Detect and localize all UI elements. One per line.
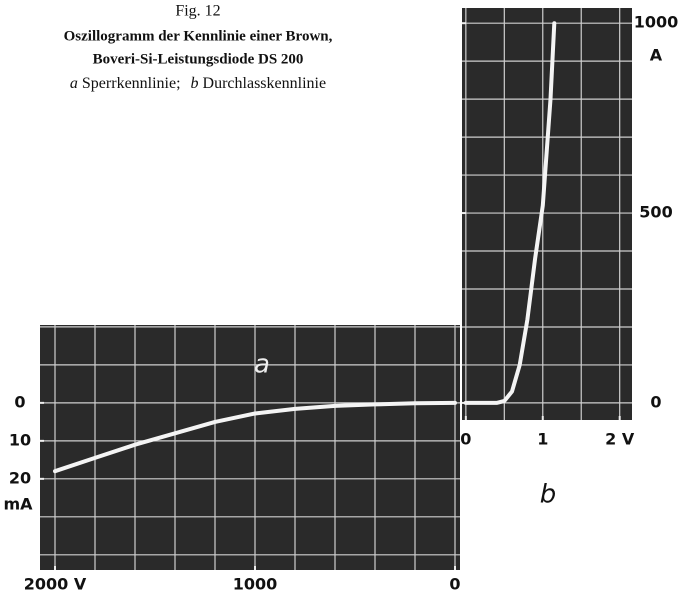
x-tick-label: 0 <box>460 430 471 449</box>
figure-legend: a Sperrkennlinie; b Durchlasskennlinie <box>70 75 326 92</box>
y-tick-label: 0 <box>14 392 25 411</box>
figure-number: Fig. 12 <box>175 3 220 20</box>
y-tick-label: 1000 <box>634 13 679 32</box>
y-tick-label: 20 <box>9 468 31 487</box>
figure-title: Boveri-Si-Leistungsdiode DS 200 <box>93 51 304 67</box>
figure-title: Oszillogramm der Kennlinie einer Brown, <box>64 28 333 44</box>
y-axis-label: A <box>650 46 663 65</box>
screen <box>462 8 632 420</box>
x-tick-label: 1000 <box>233 575 278 594</box>
legend-key: b <box>191 75 199 92</box>
annotation: b <box>540 480 557 510</box>
screen <box>40 325 460 570</box>
y-axis-label: mA <box>3 495 33 514</box>
y-tick-label: 500 <box>639 203 672 222</box>
x-tick-label: 0 <box>449 575 460 594</box>
annotation: a <box>254 350 270 380</box>
legend-text: Sperrkennlinie; <box>82 75 181 92</box>
y-tick-label: 0 <box>650 392 661 411</box>
y-tick-label: 10 <box>9 430 31 449</box>
x-tick-label: 1 <box>537 430 548 449</box>
legend-text: Durchlasskennlinie <box>203 75 327 92</box>
x-tick-label: 2 V <box>605 430 635 449</box>
figure: Fig. 12 Oszillogramm der Kennlinie einer… <box>0 0 681 598</box>
x-tick-label: 2000 V <box>24 575 87 594</box>
legend-key: a <box>70 75 78 92</box>
